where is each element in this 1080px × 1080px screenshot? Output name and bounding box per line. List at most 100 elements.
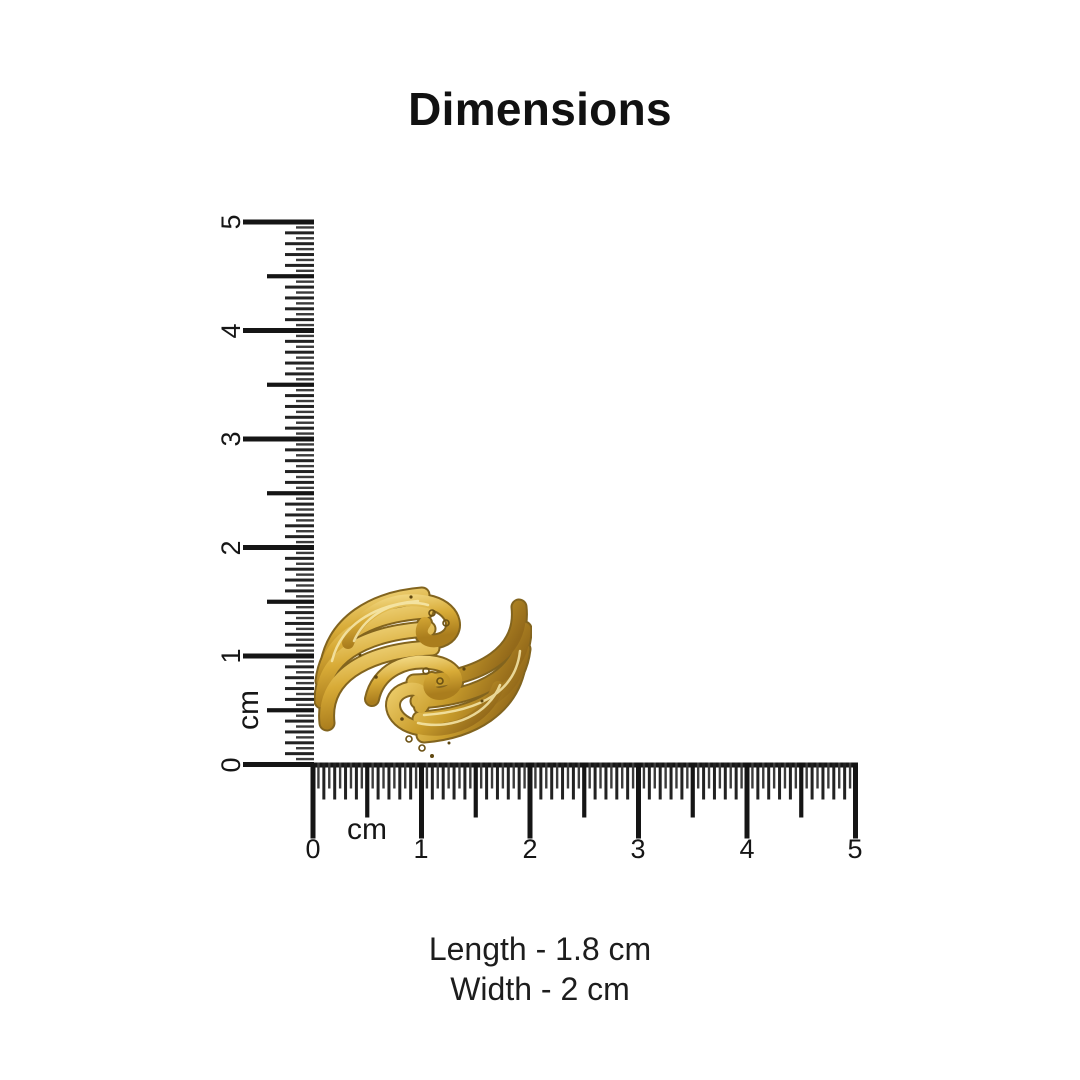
- ruler-tick: [296, 530, 314, 533]
- ruler-tick: [296, 367, 314, 370]
- ruler-tick: [686, 762, 689, 789]
- ruler-tick: [296, 736, 314, 739]
- ruler-tick: [296, 681, 314, 685]
- ruler-tick: [296, 627, 314, 631]
- ruler-tick: [349, 762, 353, 789]
- horizontal-ruler-label-5: 5: [847, 834, 863, 864]
- ruler-tick: [285, 448, 314, 452]
- ruler-tick: [816, 762, 819, 789]
- ruler-tick: [296, 660, 314, 663]
- ruler-tick: [285, 296, 314, 300]
- ruler-tick: [285, 697, 314, 701]
- ruler-tick: [545, 762, 548, 789]
- ruler-tick: [680, 762, 684, 800]
- ruler-tick: [296, 519, 314, 522]
- ruler-tick: [296, 302, 314, 305]
- ruler-tick: [853, 762, 858, 839]
- ruler-tick: [566, 762, 570, 789]
- ruler-tick: [772, 762, 776, 789]
- dimension-caption: Length - 1.8 cm Width - 2 cm: [0, 929, 1080, 1009]
- ruler-tick: [473, 762, 478, 818]
- ruler-tick: [243, 328, 314, 333]
- ruler-tick: [762, 762, 765, 789]
- ruler-tick: [712, 762, 716, 800]
- ruler-tick: [788, 762, 792, 800]
- ruler-tick: [296, 475, 314, 479]
- ruler-tick: [485, 762, 489, 800]
- ruler-tick: [296, 421, 314, 424]
- ruler-tick: [285, 524, 314, 528]
- ruler-tick: [338, 762, 342, 789]
- ruler-tick: [296, 562, 314, 565]
- ruler-tick: [425, 762, 429, 789]
- ruler-tick: [604, 762, 608, 800]
- ruler-tick: [296, 399, 314, 403]
- ruler-tick: [794, 762, 798, 789]
- ruler-tick: [285, 415, 314, 419]
- ruler-tick: [296, 323, 314, 327]
- ruler-tick: [296, 616, 314, 620]
- ruler-tick: [296, 345, 314, 348]
- horizontal-ruler-label-3: 3: [630, 834, 646, 864]
- ruler-tick: [285, 242, 314, 246]
- ruler-tick: [243, 436, 314, 442]
- ruler-tick: [296, 454, 314, 457]
- ruler-tick: [371, 762, 374, 789]
- ruler-tick: [322, 762, 326, 800]
- ruler-tick: [296, 313, 314, 316]
- ruler-tick: [690, 762, 695, 818]
- ruler-tick: [658, 762, 662, 800]
- ruler-tick: [285, 719, 314, 723]
- ruler-tick: [756, 762, 760, 800]
- ruler-tick: [285, 578, 314, 582]
- ruler-tick: [463, 762, 467, 800]
- vertical-ruler-label-3: 3: [215, 431, 246, 447]
- ruler-tick: [561, 762, 565, 800]
- ruler-tick: [285, 621, 314, 625]
- ruler-tick: [296, 671, 314, 674]
- ruler-tick: [344, 762, 348, 800]
- vertical-ruler-label-0: 0: [215, 757, 246, 773]
- ruler-tick: [631, 762, 635, 789]
- ruler-tick: [285, 231, 314, 235]
- horizontal-ruler-label-1: 1: [413, 834, 429, 864]
- ruler-tick: [285, 470, 314, 474]
- ruler-tick: [285, 643, 314, 647]
- length-text: Length - 1.8 cm: [428, 931, 652, 967]
- ruler-tick: [285, 459, 314, 463]
- ruler-tick: [285, 752, 314, 756]
- vertical-ruler-ticks: [243, 219, 314, 767]
- ruler-tick: [382, 762, 385, 789]
- ruler-tick: [447, 762, 450, 789]
- ruler-tick: [296, 291, 314, 294]
- ruler-tick: [621, 762, 624, 789]
- ruler-tick: [723, 762, 727, 800]
- ruler-tick: [398, 762, 402, 800]
- ruler-tick: [285, 426, 314, 430]
- ruler-tick: [285, 611, 314, 615]
- ruler-tick: [328, 762, 331, 789]
- ruler-tick: [243, 219, 314, 225]
- ruler-tick: [285, 676, 314, 680]
- ruler-tick: [523, 762, 526, 789]
- ruler-tick: [827, 762, 830, 789]
- ruler-tick: [376, 762, 380, 800]
- ruler-tick: [296, 714, 314, 717]
- ruler-tick: [267, 599, 314, 604]
- ruler-tick: [285, 318, 314, 322]
- ruler-tick: [296, 649, 314, 652]
- ruler-tick: [333, 762, 337, 800]
- ruler-tick: [805, 762, 808, 789]
- ruler-tick: [354, 762, 358, 800]
- ruler-tick: [419, 762, 424, 839]
- ruler-tick: [430, 762, 434, 800]
- ruler-tick: [669, 762, 673, 800]
- ruler-tick: [296, 464, 314, 468]
- ruler-tick: [296, 725, 314, 728]
- ruler-tick: [296, 378, 314, 381]
- horizontal-ruler-label-0: 0: [305, 834, 321, 864]
- ruler-tick: [577, 762, 581, 789]
- ruler-tick: [296, 237, 314, 240]
- ruler-tick: [285, 307, 314, 311]
